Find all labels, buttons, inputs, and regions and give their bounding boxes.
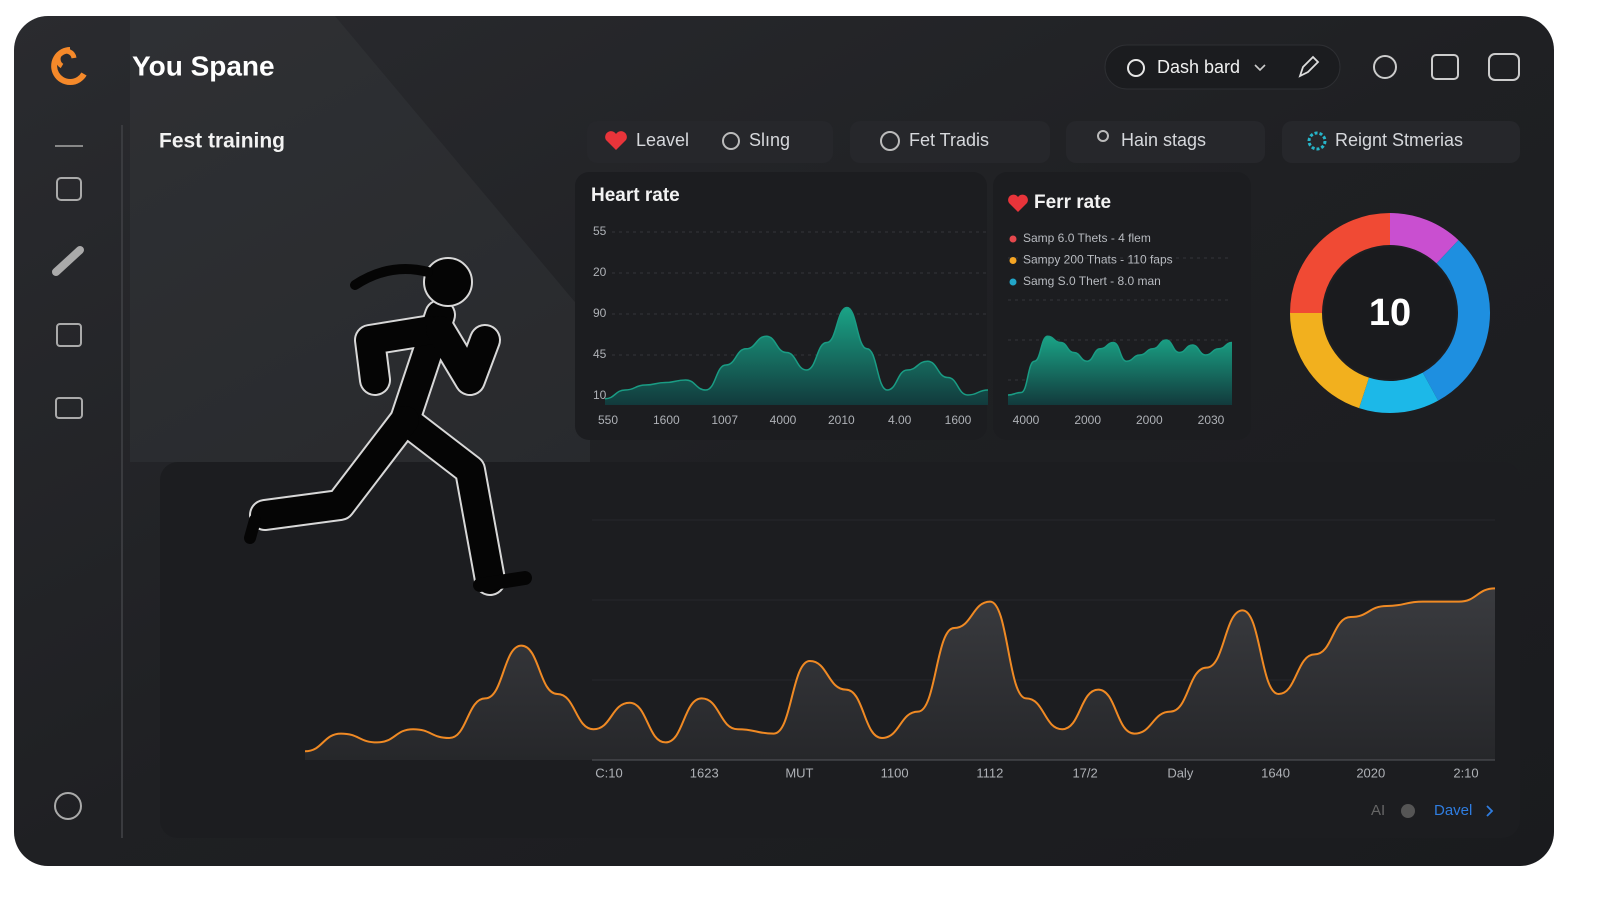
x-tick-label: MUT (785, 765, 813, 780)
clock-icon (880, 131, 900, 151)
tab-label: Hain stags (1121, 130, 1206, 150)
tab-label: Fet Tradis (909, 130, 989, 150)
donut-center-label: 10 (1369, 292, 1411, 334)
nav-icon[interactable] (56, 177, 82, 201)
x-tick-label: C:10 (595, 765, 622, 780)
x-tick-label: 4000 (1013, 413, 1040, 427)
donut-segment (1290, 312, 1370, 409)
tab-label: Leavel (636, 130, 689, 150)
x-tick-label: 17/2 (1072, 765, 1097, 780)
history-button[interactable] (54, 792, 82, 820)
settings-button[interactable] (1373, 55, 1397, 79)
x-tick-label: 1100 (881, 765, 909, 780)
x-tick-label: 1623 (690, 765, 719, 780)
donut-hole (1324, 247, 1456, 379)
nav-icon[interactable] (52, 246, 84, 276)
line (604, 306, 989, 400)
area (305, 588, 1495, 760)
donut-segment (1389, 213, 1459, 264)
legend-swatch (1009, 278, 1017, 286)
heart-icon (605, 131, 627, 150)
logo (51, 47, 87, 85)
y-tick-label: 90 (593, 306, 607, 320)
y-tick-label: 45 (593, 347, 607, 361)
nav-icon[interactable] (56, 323, 82, 347)
nav-icon[interactable] (55, 397, 83, 419)
tab[interactable] (587, 121, 833, 163)
card-title: Ferr rate (1034, 192, 1111, 213)
legend-label: Samg S.0 Thert - 8.0 man (1023, 274, 1161, 288)
area (1008, 336, 1232, 405)
x-tick-label: 1112 (976, 765, 1003, 780)
x-tick-label: 4000 (770, 413, 797, 427)
share-button[interactable] (1431, 54, 1459, 80)
x-tick-label: 1007 (711, 413, 738, 427)
tab-label: Reignt Stmerias (1335, 130, 1463, 150)
gear-icon (722, 132, 740, 150)
legend-label: Samp 6.0 Thets - 4 flem (1023, 231, 1151, 245)
heart-rate-card (575, 172, 987, 440)
x-tick-label: 550 (598, 413, 618, 427)
line (304, 587, 1496, 753)
chevron (1486, 805, 1494, 817)
footer-label: AI (1371, 802, 1385, 819)
tab[interactable] (1066, 121, 1265, 163)
heart-icon (1008, 194, 1028, 212)
x-tick-label: 2010 (828, 413, 855, 427)
toggle[interactable] (1401, 804, 1415, 818)
tab[interactable] (850, 121, 1050, 163)
section-title: Fest training (159, 130, 285, 153)
tab-label: Slıng (749, 130, 790, 150)
x-tick-label: 2:10 (1453, 765, 1478, 780)
camera-button[interactable] (1488, 53, 1520, 81)
runner-illustration (244, 257, 532, 596)
y-tick-label: 10 (593, 388, 607, 402)
card-title: Heart rate (591, 185, 680, 206)
line (1007, 335, 1233, 396)
dashboard-label: Dash bard (1157, 57, 1240, 77)
x-tick-label: 2000 (1136, 413, 1163, 427)
donut-segment (1422, 240, 1490, 401)
legend-swatch (1009, 235, 1017, 243)
y-tick-label: 20 (593, 265, 607, 279)
user-icon (1097, 130, 1109, 142)
x-tick-label: 1600 (653, 413, 680, 427)
y-tick-label: 55 (593, 224, 607, 238)
details-link[interactable]: Davel (1434, 802, 1472, 819)
x-tick-label: 2030 (1198, 413, 1225, 427)
x-tick-label: 2020 (1356, 765, 1385, 780)
loader-icon (1307, 131, 1327, 151)
area (605, 307, 988, 405)
power-icon (1127, 59, 1145, 77)
x-tick-label: 1640 (1261, 765, 1290, 780)
tab[interactable] (1282, 121, 1520, 163)
legend-label: Sampy 200 Thats - 110 faps (1023, 253, 1173, 267)
x-tick-label: 4.00 (888, 413, 912, 427)
donut-segment (1359, 372, 1439, 413)
donut-segment (1290, 213, 1391, 314)
dashboard-select[interactable] (1104, 44, 1341, 90)
x-tick-label: Daly (1167, 765, 1194, 780)
x-tick-label: 1600 (945, 413, 972, 427)
legend-swatch (1009, 257, 1017, 264)
edit-button[interactable] (1298, 55, 1320, 78)
x-tick-label: 2000 (1074, 413, 1101, 427)
brand: You Spane (132, 50, 275, 81)
activity-card (160, 462, 1520, 838)
chevron (1254, 64, 1266, 72)
